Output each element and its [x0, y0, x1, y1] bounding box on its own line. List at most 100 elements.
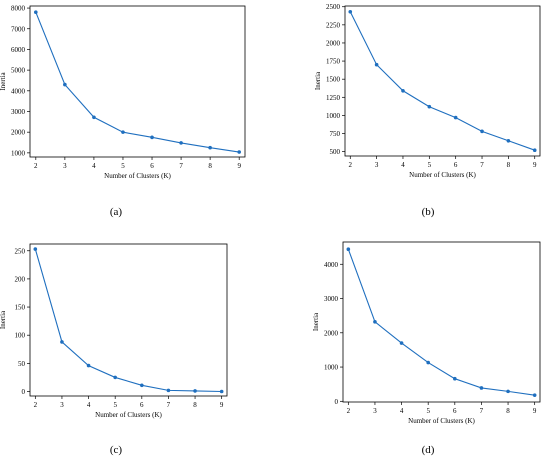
x-axis-label: Number of Clusters (K) — [408, 417, 475, 425]
y-axis-label: Inertia — [0, 71, 7, 90]
y-tick-label: 3000 — [324, 295, 339, 303]
y-tick-label: 200 — [15, 275, 26, 283]
x-tick-label: 6 — [453, 407, 457, 415]
y-axis-label: Inertia — [0, 310, 7, 329]
y-tick-label: 4000 — [11, 87, 26, 95]
series-line — [35, 12, 240, 153]
data-point — [453, 115, 458, 120]
data-point — [373, 320, 377, 324]
data-point — [166, 388, 171, 393]
data-point — [193, 389, 197, 393]
data-point — [208, 145, 212, 150]
x-tick-label: 3 — [63, 162, 67, 170]
panel-label: (c) — [110, 444, 123, 456]
x-tick-label: 6 — [150, 162, 154, 170]
data-point — [401, 88, 405, 93]
y-tick-label: 1000 — [11, 149, 26, 157]
data-point — [426, 360, 430, 365]
x-tick-label: 7 — [480, 407, 484, 415]
y-tick-label: 5000 — [11, 67, 26, 75]
x-tick-label: 9 — [220, 401, 224, 409]
x-axis-label: Number of Clusters (K) — [104, 172, 171, 180]
x-tick-label: 5 — [428, 161, 432, 169]
data-point — [63, 82, 67, 87]
data-point — [479, 386, 484, 390]
x-tick-label: 8 — [193, 401, 197, 409]
y-tick-label: 2000 — [324, 329, 339, 337]
data-point — [506, 389, 510, 394]
y-tick-label: 1250 — [326, 94, 341, 102]
y-tick-label: 0 — [22, 388, 26, 396]
axes-frame — [29, 243, 228, 397]
data-point — [399, 341, 404, 345]
y-tick-label: 0 — [335, 398, 339, 406]
y-tick-label: 500 — [330, 148, 341, 156]
x-tick-label: 6 — [140, 401, 144, 409]
series-line — [34, 248, 222, 393]
y-tick-label: 2250 — [326, 21, 341, 29]
chart-panel-a: 2 3 4 5 6 7 8 9 1000 2000 3000 4000 5000 6000 7000 8000… — [0, 5, 246, 218]
series-line — [347, 249, 535, 396]
data-point — [92, 115, 96, 120]
panel-label: (d) — [422, 444, 435, 456]
data-point — [219, 389, 224, 394]
y-tick-label: 50 — [18, 360, 26, 368]
x-tick-label: 2 — [34, 162, 38, 170]
y-tick-label: 8000 — [11, 5, 26, 13]
data-point — [427, 104, 432, 109]
y-axis-label: Inertia — [312, 312, 320, 331]
x-axis-label: Number of Clusters (K) — [409, 171, 476, 179]
y-axis-label: Inertia — [314, 71, 322, 90]
chart-panel-d: 2 3 4 5 6 7 8 9 0 1000 2000 3000 4000 Number of Clust… — [312, 241, 541, 456]
x-tick-label: 4 — [400, 407, 404, 415]
x-tick-label: 5 — [426, 407, 430, 415]
y-tick-label: 250 — [15, 247, 26, 255]
x-tick-label: 9 — [533, 161, 537, 169]
x-tick-label: 8 — [507, 161, 511, 169]
y-tick-label: 1000 — [326, 112, 341, 120]
data-point — [348, 9, 353, 14]
y-tick-label: 1000 — [324, 364, 339, 372]
y-tick-label: 6000 — [11, 46, 26, 54]
x-tick-label: 2 — [34, 401, 38, 409]
chart-panel-c: 2 3 4 5 6 7 8 9 0 50 100 150 200 250 Number of Cluster… — [0, 243, 228, 456]
x-tick-label: 2 — [349, 161, 353, 169]
y-tick-label: 150 — [15, 304, 26, 312]
chart-panel-b: 2 3 4 5 6 7 8 9 500 750 1000 1250 1500 1750 2000 2250 25… — [314, 3, 541, 218]
axes-frame — [344, 5, 541, 157]
x-tick-label: 9 — [533, 407, 537, 415]
data-point — [113, 375, 117, 380]
data-point — [506, 138, 511, 143]
data-point — [374, 62, 379, 67]
panel-label: (a) — [110, 206, 123, 218]
panel-label: (b) — [422, 206, 435, 218]
y-tick-label: 2000 — [326, 39, 341, 47]
x-tick-label: 7 — [179, 162, 183, 170]
data-point — [140, 383, 144, 388]
x-tick-label: 6 — [454, 161, 458, 169]
y-tick-label: 2000 — [11, 129, 26, 137]
x-tick-label: 7 — [480, 161, 484, 169]
x-axis-label: Number of Clusters (K) — [95, 411, 162, 419]
x-tick-label: 3 — [373, 407, 377, 415]
axes-frame — [29, 5, 246, 158]
data-point — [121, 130, 125, 134]
x-tick-label: 7 — [167, 401, 171, 409]
x-tick-label: 8 — [208, 162, 212, 170]
data-point — [60, 340, 64, 344]
y-tick-label: 3000 — [11, 108, 26, 116]
series-line — [349, 11, 535, 151]
y-tick-label: 7000 — [11, 25, 26, 33]
x-tick-label: 8 — [506, 407, 510, 415]
axes-frame — [342, 241, 541, 403]
y-tick-label: 4000 — [324, 261, 339, 269]
data-point — [179, 141, 183, 145]
x-tick-label: 2 — [347, 407, 351, 415]
data-point — [34, 10, 38, 15]
data-point — [480, 129, 484, 134]
data-point — [532, 393, 537, 397]
data-point — [532, 148, 537, 153]
x-tick-label: 4 — [401, 161, 405, 169]
data-point — [86, 363, 91, 368]
